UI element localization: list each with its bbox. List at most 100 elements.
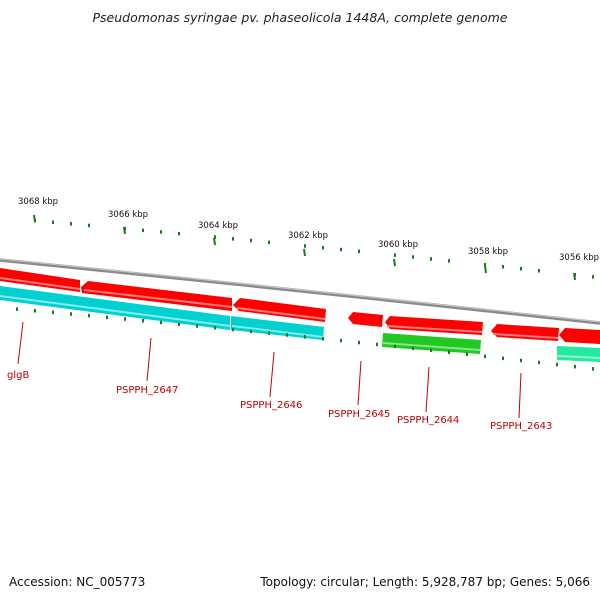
ruler-dot (394, 253, 396, 257)
ruler-dot (502, 265, 504, 269)
ruler-dot (214, 326, 216, 330)
feature-mint-shade (556, 355, 600, 359)
ruler-dot (412, 255, 414, 259)
ruler-label: 3062 kbp (288, 231, 328, 241)
ruler-dot (214, 235, 216, 239)
ruler-dot (448, 259, 450, 263)
ruler-dot (592, 367, 594, 371)
ruler-dot (160, 320, 162, 325)
ruler-tick (573, 272, 576, 281)
ruler-dot (358, 249, 360, 254)
ruler-dot (178, 231, 180, 236)
second-feature-track (0, 286, 600, 362)
ruler-tick (393, 258, 396, 267)
ruler-dot (484, 354, 486, 359)
forward-cds-track (0, 268, 600, 344)
ruler-label: 3068 kbp (18, 197, 58, 207)
ruler-dot (520, 267, 522, 271)
cds-shade (236, 307, 326, 320)
cds-shade (0, 277, 81, 290)
cds-shade (83, 289, 233, 308)
genome-summary-text: Topology: circular; Length: 5,928,787 bp… (260, 575, 590, 589)
gene-label: PSPPH_2647 (116, 385, 178, 396)
ruler-dot (376, 342, 378, 347)
ruler-label: 3060 kbp (378, 240, 418, 250)
ruler-dot (142, 319, 144, 323)
ruler-tick (33, 214, 36, 223)
outer-ruler: 3068 kbp 3066 kbp 3064 kbp 3062 kbp 3060… (18, 197, 599, 281)
feature-mint (557, 346, 600, 362)
ruler-dot (304, 244, 306, 248)
cds-shade (492, 333, 559, 339)
leader-line (146, 337, 152, 382)
ruler-dot (358, 340, 360, 345)
outer-ruler-dots (34, 218, 594, 279)
leader-line (518, 372, 522, 419)
ruler-dot (196, 324, 198, 328)
ruler-dot (178, 322, 180, 326)
ruler-dot (286, 333, 288, 337)
ruler-label: 3066 kbp (108, 210, 148, 220)
ruler-dot (394, 344, 396, 349)
backbone-ring (0, 258, 600, 325)
gene-label: PSPPH_2646 (240, 400, 302, 411)
ruler-dot (52, 310, 54, 315)
ruler-dot (322, 246, 324, 250)
ruler-dot (160, 230, 162, 234)
gene-label: PSPPH_2643 (490, 421, 552, 432)
inner-ruler-dots (16, 307, 594, 371)
ruler-dot (34, 309, 36, 313)
ruler-dot (574, 364, 576, 369)
ruler-label: 3056 kbp (559, 253, 599, 263)
ruler-dot (268, 240, 270, 245)
ruler-tick (123, 226, 126, 235)
feature-green-shade (382, 342, 481, 351)
ruler-tick (303, 248, 306, 257)
cds-arrow-right-edge (559, 328, 600, 344)
cds-arrow-PSPPH_2643 (491, 324, 559, 341)
ruler-tick (213, 237, 216, 246)
ruler-dot (268, 331, 270, 335)
ruler-label: 3058 kbp (468, 247, 508, 257)
ruler-dot (412, 346, 414, 351)
leader-line (357, 360, 362, 406)
ruler-dot (304, 335, 306, 339)
cds-arrow-PSPPH_2645 (348, 312, 383, 327)
ruler-dot (70, 222, 72, 226)
ruler-dot (52, 220, 54, 224)
ruler-tick (484, 265, 487, 274)
ruler-dot (556, 362, 558, 367)
cds-shade (386, 325, 483, 333)
feature-teal-2-shade (231, 325, 324, 338)
gene-leader-lines (17, 321, 522, 419)
ruler-dot (538, 269, 540, 273)
ruler-dot (250, 329, 252, 334)
ruler-dot (502, 356, 504, 361)
cds-arrow-PSPPH_2644 (385, 316, 483, 335)
backbone-ring-highlight (0, 258, 600, 323)
ruler-dot (340, 247, 342, 252)
feature-teal-1-shade (0, 295, 231, 327)
ruler-dot (520, 358, 522, 363)
ruler-dot (430, 257, 432, 261)
ruler-dot (538, 360, 540, 365)
ruler-dot (466, 352, 468, 356)
ruler-dot (592, 275, 594, 279)
ruler-dot (16, 307, 18, 311)
leader-line (425, 366, 430, 413)
gene-labels: glgB PSPPH_2647 PSPPH_2646 PSPPH_2645 PS… (7, 370, 552, 432)
accession-text: Accession: NC_005773 (9, 575, 146, 589)
gene-label: PSPPH_2645 (328, 409, 390, 420)
ruler-dot (448, 350, 450, 354)
ruler-dot (484, 263, 486, 267)
ruler-label: 3064 kbp (198, 221, 238, 231)
gene-label: glgB (7, 370, 29, 381)
map-title: Pseudomonas syringae pv. phaseolicola 14… (92, 10, 508, 25)
ruler-dot (70, 312, 72, 316)
ruler-dot (250, 238, 252, 243)
gene-label: PSPPH_2644 (397, 415, 459, 426)
leader-line (269, 351, 275, 398)
ruler-dot (124, 317, 126, 321)
ruler-dot (88, 313, 90, 318)
